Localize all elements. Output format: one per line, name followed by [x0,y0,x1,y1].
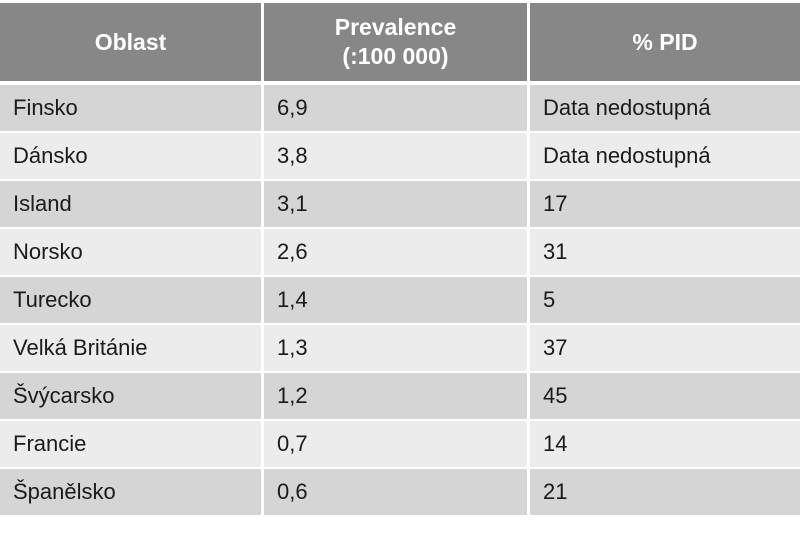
cell-pid: Data nedostupná [530,133,800,181]
prevalence-table: Oblast Prevalence (:100 000) % PID Finsk… [0,3,800,517]
cell-prevalence: 1,3 [264,325,530,373]
header-pid-label: % PID [632,28,698,55]
cell-pid: 31 [530,229,800,277]
cell-oblast: Španělsko [0,469,264,517]
cell-oblast: Finsko [0,85,264,133]
cell-prevalence: 3,1 [264,181,530,229]
cell-oblast: Dánsko [0,133,264,181]
cell-prevalence: 1,4 [264,277,530,325]
cell-pid: 45 [530,373,800,421]
cell-pid: Data nedostupná [530,85,800,133]
cell-pid: 21 [530,469,800,517]
header-prevalence-unit: (:100 000) [342,43,449,69]
cell-oblast: Francie [0,421,264,469]
header-oblast-label: Oblast [94,28,167,55]
cell-prevalence: 0,7 [264,421,530,469]
cell-prevalence: 0,6 [264,469,530,517]
cell-oblast: Švýcarsko [0,373,264,421]
header-pid: % PID [530,3,800,85]
cell-prevalence: 6,9 [264,85,530,133]
header-prevalence-label: Prevalence [334,14,457,40]
header-oblast: Oblast [0,3,264,85]
cell-oblast: Velká Británie [0,325,264,373]
header-prevalence: Prevalence (:100 000) [264,3,530,85]
cell-pid: 14 [530,421,800,469]
cell-prevalence: 2,6 [264,229,530,277]
cell-prevalence: 1,2 [264,373,530,421]
cell-prevalence: 3,8 [264,133,530,181]
cell-pid: 5 [530,277,800,325]
cell-oblast: Island [0,181,264,229]
cell-pid: 17 [530,181,800,229]
cell-oblast: Norsko [0,229,264,277]
cell-pid: 37 [530,325,800,373]
cell-oblast: Turecko [0,277,264,325]
